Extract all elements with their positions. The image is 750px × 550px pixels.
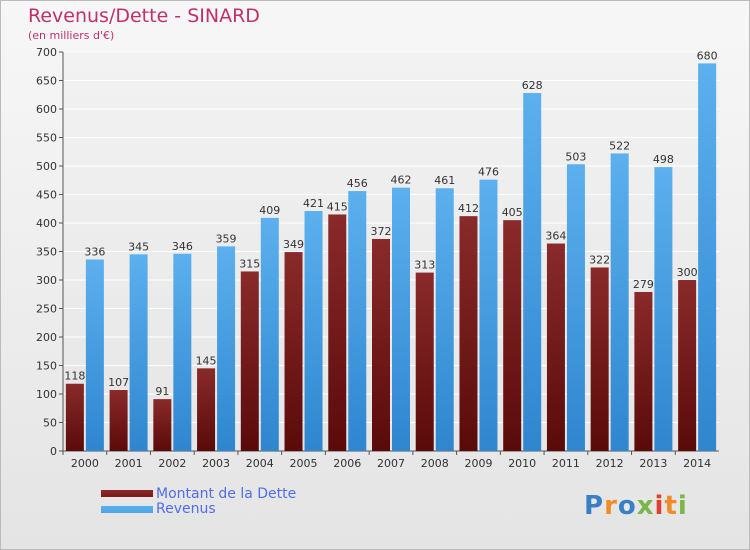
data-label: 628 — [522, 79, 543, 92]
bar-revenue — [479, 179, 498, 451]
bar-debt — [678, 280, 697, 451]
bar-debt — [459, 216, 478, 451]
bar-revenue — [304, 211, 323, 451]
bar-debt — [415, 272, 434, 451]
x-tick-label: 2002 — [158, 457, 186, 470]
bar-debt — [372, 238, 390, 451]
x-tick-label: 2012 — [596, 457, 624, 470]
bar-debt — [197, 368, 216, 451]
data-label: 522 — [609, 139, 630, 152]
data-label: 346 — [172, 240, 193, 253]
data-label: 336 — [84, 245, 105, 258]
data-label: 415 — [327, 200, 348, 213]
bar-revenue — [698, 63, 717, 452]
x-tick-label: 2003 — [202, 457, 230, 470]
data-label: 364 — [545, 230, 566, 243]
x-tick-label: 2000 — [71, 457, 99, 470]
bar-revenue — [610, 153, 629, 451]
bar-debt — [503, 220, 522, 451]
bar-debt — [65, 383, 84, 451]
x-tick-label: 2013 — [639, 457, 667, 470]
bar-revenue — [392, 187, 410, 451]
y-tick-label: 550 — [36, 132, 57, 145]
y-tick-label: 100 — [36, 388, 57, 401]
data-label: 359 — [216, 232, 237, 245]
legend-swatch-debt — [101, 490, 153, 497]
x-tick-label: 2001 — [115, 457, 143, 470]
data-label: 462 — [391, 174, 412, 187]
bar-debt — [240, 271, 259, 451]
bar-debt — [328, 214, 347, 451]
bar-debt — [284, 252, 303, 451]
data-label: 300 — [677, 266, 698, 279]
x-tick-label: 2010 — [508, 457, 536, 470]
data-label: 91 — [155, 385, 169, 398]
bar-revenue — [260, 217, 279, 451]
chart-title: Revenus/Dette - SINARD — [28, 5, 260, 27]
data-label: 118 — [64, 370, 85, 383]
data-label: 680 — [697, 49, 718, 62]
y-tick-label: 250 — [36, 303, 57, 316]
data-label: 345 — [128, 240, 149, 253]
data-label: 349 — [283, 238, 304, 251]
bar-revenue — [654, 167, 673, 451]
data-label: 372 — [371, 225, 392, 238]
y-tick-label: 600 — [36, 103, 57, 116]
bar-revenue — [523, 93, 542, 451]
chart-subtitle: (en milliers d'€) — [28, 29, 115, 42]
proxiti-logo: Proxiti — [584, 491, 688, 521]
y-tick-label: 200 — [36, 331, 57, 344]
y-tick-label: 500 — [36, 160, 57, 173]
x-tick-label: 2014 — [683, 457, 711, 470]
data-label: 421 — [303, 197, 324, 210]
y-tick-label: 50 — [43, 417, 57, 430]
data-label: 145 — [196, 354, 217, 367]
legend-label-debt: Montant de la Dette — [156, 486, 297, 502]
bar-debt — [109, 390, 128, 451]
bar-revenue — [85, 259, 104, 451]
data-label: 476 — [478, 166, 499, 179]
x-tick-label: 2011 — [552, 457, 580, 470]
data-label: 313 — [414, 259, 435, 272]
bar-debt — [634, 291, 653, 451]
data-label: 498 — [653, 153, 674, 166]
y-tick-label: 700 — [36, 46, 57, 59]
data-label: 461 — [434, 174, 455, 187]
y-tick-label: 150 — [36, 360, 57, 373]
y-tick-label: 650 — [36, 75, 57, 88]
x-tick-label: 2004 — [246, 457, 274, 470]
bar-debt — [153, 399, 172, 451]
bar-revenue — [129, 254, 148, 451]
y-tick-label: 0 — [50, 445, 57, 458]
data-label: 405 — [502, 206, 523, 219]
data-label: 107 — [108, 376, 129, 389]
data-label: 409 — [259, 204, 280, 217]
x-tick-label: 2008 — [421, 457, 449, 470]
bar-revenue — [566, 164, 585, 452]
x-tick-label: 2005 — [290, 457, 318, 470]
data-label: 315 — [239, 257, 260, 270]
x-tick-label: 2007 — [377, 457, 405, 470]
bar-revenue — [217, 246, 236, 451]
data-label: 279 — [633, 278, 654, 291]
data-label: 322 — [589, 253, 610, 266]
data-label: 456 — [347, 177, 368, 190]
bar-debt — [546, 243, 565, 451]
bar-debt — [590, 267, 609, 451]
x-tick-label: 2006 — [333, 457, 361, 470]
y-tick-label: 350 — [36, 246, 57, 259]
bar-revenue — [348, 191, 367, 451]
legend-swatch-revenue — [101, 506, 153, 513]
legend-label-revenue: Revenus — [156, 501, 216, 517]
y-tick-label: 400 — [36, 217, 57, 230]
data-label: 503 — [565, 150, 586, 163]
data-label: 412 — [458, 202, 479, 215]
bar-revenue — [435, 188, 454, 452]
y-tick-label: 300 — [36, 274, 57, 287]
y-tick-label: 450 — [36, 189, 57, 202]
x-tick-label: 2009 — [464, 457, 492, 470]
bar-revenue — [173, 253, 192, 451]
